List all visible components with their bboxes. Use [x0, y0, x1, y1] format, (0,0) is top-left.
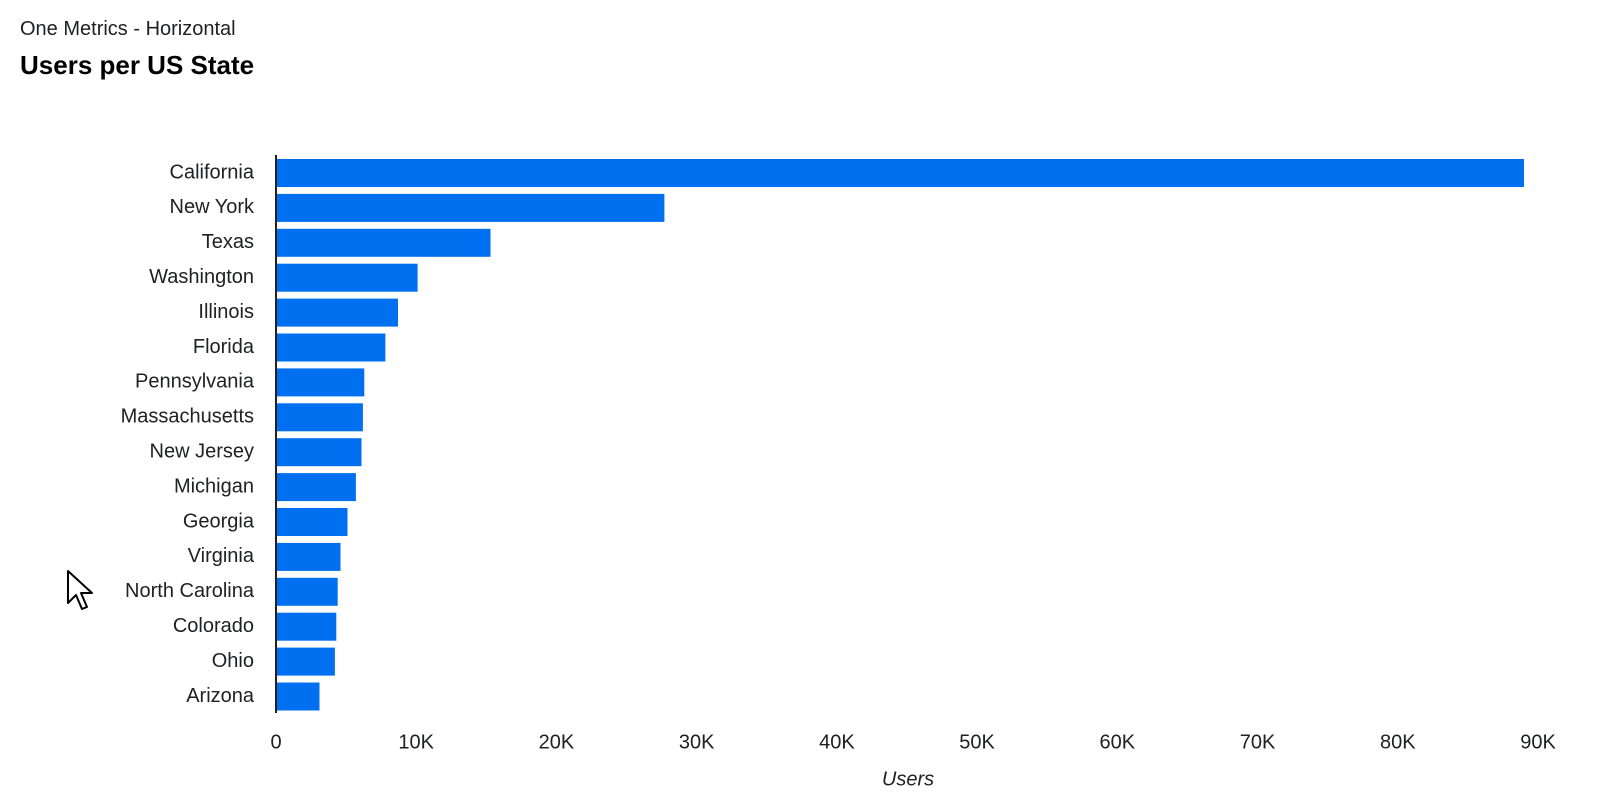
bar	[276, 368, 365, 397]
bar	[276, 193, 665, 222]
bar	[276, 403, 363, 432]
bar	[276, 333, 386, 362]
x-tick-label: 90K	[1520, 731, 1556, 753]
bar	[276, 542, 341, 571]
category-label: Georgia	[183, 510, 255, 532]
chart-subtitle: One Metrics - Horizontal	[20, 18, 236, 40]
category-label: California	[170, 161, 255, 183]
category-label: Massachusetts	[121, 406, 254, 428]
x-tick-label: 10K	[398, 731, 434, 753]
category-label: Ohio	[212, 650, 254, 672]
category-label: New Jersey	[150, 440, 254, 462]
x-tick-label: 20K	[539, 731, 575, 753]
chart-title: Users per US State	[20, 50, 255, 80]
bar	[276, 298, 398, 327]
bar	[276, 682, 320, 711]
x-tick-label: 50K	[959, 731, 995, 753]
bar	[276, 647, 335, 676]
category-label: Illinois	[198, 301, 254, 323]
bar	[276, 228, 491, 257]
mouse-pointer-icon	[67, 570, 93, 610]
bar	[276, 577, 338, 606]
category-label: Washington	[149, 266, 254, 288]
category-label: Florida	[193, 336, 255, 358]
x-tick-label: 70K	[1240, 731, 1276, 753]
bar	[276, 612, 337, 641]
bar	[276, 508, 348, 536]
bar	[276, 159, 1524, 187]
x-axis-title: Users	[882, 768, 934, 790]
x-tick-label: 80K	[1380, 731, 1416, 753]
x-tick-label: 30K	[679, 731, 715, 753]
x-tick-label: 0	[270, 731, 281, 753]
category-label: Colorado	[173, 615, 254, 637]
bar	[276, 473, 356, 502]
bar	[276, 438, 362, 467]
bar	[276, 263, 418, 292]
x-tick-label: 40K	[819, 731, 855, 753]
category-label: North Carolina	[125, 580, 255, 602]
category-label: New York	[170, 196, 255, 218]
x-tick-label: 60K	[1100, 731, 1136, 753]
category-label: Virginia	[188, 545, 255, 567]
category-label: Arizona	[186, 685, 255, 707]
category-label: Michigan	[174, 475, 254, 497]
category-label: Pennsylvania	[135, 371, 255, 393]
category-label: Texas	[202, 231, 254, 253]
